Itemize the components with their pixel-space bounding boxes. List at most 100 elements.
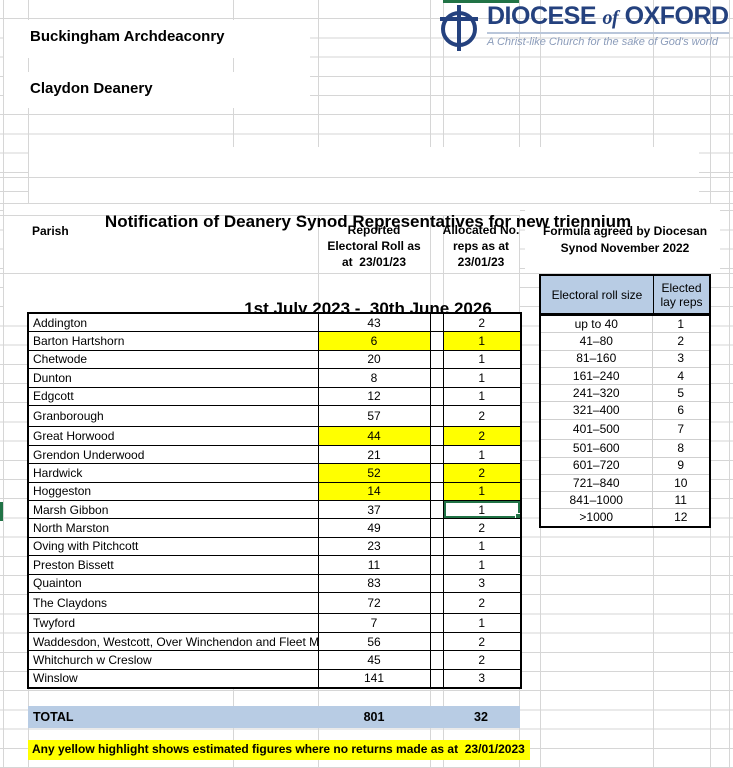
allocated-reps-cell[interactable]: 2 [442,404,522,428]
parish-name-cell[interactable]: Barton Hartshorn [27,331,319,351]
roll-size-range-cell[interactable]: 841–1000 [539,491,653,510]
lay-reps-count-cell[interactable]: 1 [651,314,711,334]
allocated-reps-cell[interactable]: 3 [442,573,522,593]
electoral-roll-cell[interactable]: 37 [317,500,431,520]
parish-name-cell[interactable]: Addington [27,312,319,333]
electoral-roll-cell[interactable]: 141 [317,668,431,689]
parish-name-cell[interactable]: Hoggeston [27,481,319,502]
lay-reps-count-cell[interactable]: 7 [651,418,711,441]
spacer-cell[interactable] [429,349,444,370]
electoral-roll-cell[interactable]: 8 [317,368,431,388]
allocated-reps-cell[interactable]: 1 [442,481,522,502]
roll-size-range-cell[interactable]: 241–320 [539,384,653,403]
electoral-roll-size-header[interactable]: Electoral roll size [541,276,654,313]
allocated-reps-cell[interactable]: 2 [442,631,522,652]
electoral-roll-cell[interactable]: 11 [317,555,431,575]
allocated-reps-cell[interactable]: 1 [442,613,522,633]
electoral-roll-cell[interactable]: 52 [317,463,431,483]
spacer-cell[interactable] [429,312,444,333]
parish-name-cell[interactable]: Dunton [27,368,319,388]
spacer-cell[interactable] [429,331,444,351]
lay-reps-count-cell[interactable]: 4 [651,366,711,386]
electoral-roll-cell[interactable]: 12 [317,386,431,406]
electoral-roll-cell[interactable]: 56 [317,631,431,652]
electoral-roll-cell[interactable]: 21 [317,444,431,465]
roll-size-range-cell[interactable]: 41–80 [539,332,653,351]
parish-name-cell[interactable]: The Claydons [27,591,319,615]
spacer-cell[interactable] [429,481,444,502]
allocated-reps-cell[interactable]: 2 [442,591,522,615]
parish-name-cell[interactable]: Twyford [27,613,319,633]
allocated-reps-cell[interactable]: 1 [442,500,522,520]
electoral-roll-cell[interactable]: 7 [317,613,431,633]
spacer-cell[interactable] [429,555,444,575]
spacer-cell[interactable] [429,404,444,428]
lay-reps-count-cell[interactable]: 2 [651,332,711,351]
lay-reps-count-cell[interactable]: 8 [651,439,711,458]
archdeaconry-heading[interactable]: Buckingham Archdeaconry [30,28,225,45]
roll-size-range-cell[interactable]: 501–600 [539,439,653,458]
spacer-cell[interactable] [429,591,444,615]
electoral-roll-cell[interactable]: 23 [317,536,431,557]
parish-name-cell[interactable]: Grendon Underwood [27,444,319,465]
spacer-cell[interactable] [429,500,444,520]
parish-name-cell[interactable]: Marsh Gibbon [27,500,319,520]
parish-column-header[interactable]: Parish [32,224,69,238]
parish-name-cell[interactable]: Quainton [27,573,319,593]
parish-name-cell[interactable]: Waddesdon, Westcott, Over Winchendon and… [27,631,319,652]
parish-name-cell[interactable]: North Marston [27,518,319,538]
electoral-roll-cell[interactable]: 83 [317,573,431,593]
reported-roll-column-header[interactable]: Reported Electoral Roll as at 23/01/23 [327,223,421,269]
elected-lay-reps-header[interactable]: Elected lay reps [660,280,703,309]
parish-name-cell[interactable]: Granborough [27,404,319,428]
spacer-cell[interactable] [429,573,444,593]
lay-reps-count-cell[interactable]: 12 [651,508,711,528]
roll-size-range-cell[interactable]: 721–840 [539,473,653,493]
spacer-cell[interactable] [429,536,444,557]
lay-reps-count-cell[interactable]: 5 [651,384,711,403]
spacer-cell[interactable] [429,386,444,406]
allocated-reps-cell[interactable]: 2 [442,426,522,446]
spacer-cell[interactable] [429,650,444,670]
parish-name-cell[interactable]: Chetwode [27,349,319,370]
electoral-roll-cell[interactable]: 72 [317,591,431,615]
lay-reps-count-cell[interactable]: 10 [651,473,711,493]
parish-name-cell[interactable]: Whitchurch w Creslow [27,650,319,670]
allocated-reps-cell[interactable]: 1 [442,386,522,406]
roll-size-range-cell[interactable]: 81–160 [539,349,653,368]
electoral-roll-cell[interactable]: 43 [317,312,431,333]
spacer-cell[interactable] [429,518,444,538]
roll-size-range-cell[interactable]: 161–240 [539,366,653,386]
lay-reps-count-cell[interactable]: 3 [651,349,711,368]
electoral-roll-cell[interactable]: 45 [317,650,431,670]
allocated-reps-cell[interactable]: 2 [442,650,522,670]
parish-name-cell[interactable]: Great Horwood [27,426,319,446]
allocated-reps-cell[interactable]: 3 [442,668,522,689]
electoral-roll-cell[interactable]: 20 [317,349,431,370]
allocated-reps-cell[interactable]: 2 [442,518,522,538]
roll-size-range-cell[interactable]: 401–500 [539,418,653,441]
allocated-reps-cell[interactable]: 2 [442,463,522,483]
roll-size-range-cell[interactable]: >1000 [539,508,653,528]
roll-size-range-cell[interactable]: 321–400 [539,401,653,420]
roll-size-range-cell[interactable]: 601–720 [539,456,653,475]
lay-reps-count-cell[interactable]: 6 [651,401,711,420]
parish-name-cell[interactable]: Hardwick [27,463,319,483]
lay-reps-count-cell[interactable]: 9 [651,456,711,475]
parish-name-cell[interactable]: Edgcott [27,386,319,406]
parish-name-cell[interactable]: Preston Bissett [27,555,319,575]
electoral-roll-cell[interactable]: 57 [317,404,431,428]
spacer-cell[interactable] [429,444,444,465]
allocated-reps-cell[interactable]: 1 [442,536,522,557]
deanery-heading[interactable]: Claydon Deanery [30,80,153,97]
allocated-reps-cell[interactable]: 1 [442,349,522,370]
electoral-roll-cell[interactable]: 44 [317,426,431,446]
lay-reps-count-cell[interactable]: 11 [651,491,711,510]
electoral-roll-cell[interactable]: 6 [317,331,431,351]
spacer-cell[interactable] [429,668,444,689]
spacer-cell[interactable] [429,631,444,652]
spacer-cell[interactable] [429,368,444,388]
spacer-cell[interactable] [429,426,444,446]
allocated-reps-cell[interactable]: 1 [442,331,522,351]
allocated-reps-cell[interactable]: 1 [442,444,522,465]
